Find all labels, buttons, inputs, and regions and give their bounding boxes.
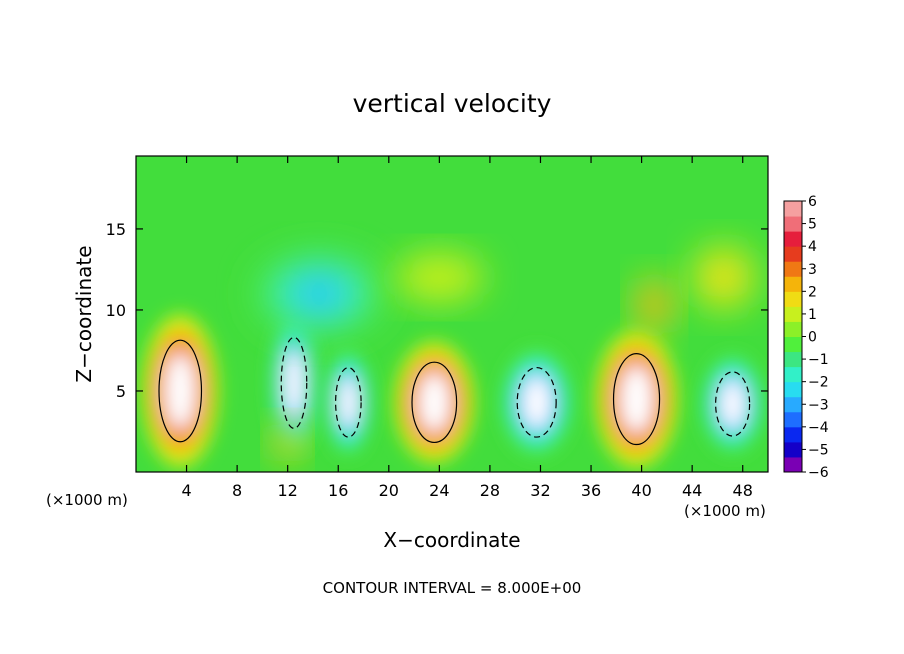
colorbar-tick-label-12: −6 (808, 465, 829, 481)
contour-0 (158, 339, 203, 443)
heatmap-cell-0 (142, 314, 219, 468)
heatmap-cell-10 (692, 245, 756, 310)
x-tick-label-8: 36 (581, 481, 601, 500)
colorbar-tick-label-7: −1 (808, 352, 829, 368)
colorbar-tick-label-5: 1 (808, 307, 817, 323)
colorbar-swatch-0 (784, 456, 802, 473)
colorbar-swatch-5 (784, 381, 802, 398)
colorbar-swatch-10 (784, 306, 802, 322)
colorbar-tick-label-0: 6 (808, 194, 817, 210)
x-tick-label-0: 4 (181, 481, 191, 500)
x-unit-right: (×1000 m) (684, 502, 766, 520)
x-tick-label-3: 16 (328, 481, 348, 500)
y-tick-label-0: 5 (116, 382, 126, 401)
contour-3 (411, 361, 458, 444)
colorbar-swatch-9 (784, 321, 802, 337)
heatmap-field (142, 245, 763, 468)
contour-6 (715, 371, 751, 437)
colorbar: 6 5 4 3 2 1 0 −1 −2 −3 −4 −5 −6 (783, 194, 829, 481)
colorbar-tick-label-3: 3 (808, 262, 817, 278)
heatmap-cell-9 (635, 276, 674, 334)
x-tick-label-4: 20 (379, 481, 399, 500)
colorbar-swatch-3 (784, 411, 802, 428)
x-axis-label: X−coordinate (383, 528, 520, 552)
y-axis-ticks: 5 10 15 (106, 220, 768, 401)
x-tick-label-5: 24 (429, 481, 449, 500)
contour-2 (335, 366, 362, 438)
chart-title: vertical velocity (353, 89, 552, 118)
colorbar-swatch-12 (784, 276, 802, 292)
x-tick-label-11: 48 (733, 481, 753, 500)
colorbar-swatch-4 (784, 396, 802, 413)
heatmap-cell-7 (256, 253, 383, 335)
colorbar-tick-label-6: 0 (808, 330, 817, 346)
colorbar-swatch-17 (784, 201, 802, 217)
heatmap-cell-3 (394, 341, 475, 464)
y-axis-label: Z−coordinate (72, 245, 96, 382)
colorbar-tick-label-1: 5 (808, 217, 817, 233)
heatmap-cell-1 (271, 314, 317, 452)
x-tick-label-2: 12 (278, 481, 298, 500)
colorbar-tick-label-2: 4 (808, 239, 817, 255)
colorbar-tick-label-9: −3 (808, 397, 829, 413)
x-tick-label-6: 28 (480, 481, 500, 500)
colorbar-swatch-2 (784, 426, 802, 443)
heatmap-cell-6 (702, 355, 763, 453)
x-unit-left: (×1000 m) (46, 491, 128, 509)
colorbar-swatch-16 (784, 216, 802, 232)
plot-frame (135, 155, 769, 473)
contour-1 (280, 336, 308, 429)
x-tick-label-10: 44 (682, 481, 702, 500)
contour-5 (612, 353, 661, 446)
x-axis-ticks: 4 8 12 16 20 24 28 32 36 40 44 48 (181, 156, 753, 500)
heatmap-cell-8 (272, 423, 303, 463)
heatmap-cell-11 (395, 253, 484, 302)
heatmap-cell-4 (501, 349, 572, 455)
colorbar-swatch-11 (784, 291, 802, 307)
colorbar-swatch-6 (784, 366, 802, 383)
colorbar-tick-label-4: 2 (808, 284, 817, 300)
colorbar-tick-label-10: −4 (808, 420, 829, 436)
colorbar-swatch-1 (784, 441, 802, 458)
colorbar-swatch-15 (784, 231, 802, 247)
contour-4 (516, 366, 557, 438)
heatmap-cell-5 (595, 330, 678, 468)
heatmap-cell-2 (325, 349, 372, 455)
colorbar-swatch-8 (784, 336, 802, 353)
y-tick-label-1: 10 (106, 301, 126, 320)
contour-interval-text: CONTOUR INTERVAL = 8.000E+00 (323, 579, 582, 597)
x-tick-label-9: 40 (631, 481, 651, 500)
colorbar-tick-label-11: −5 (808, 442, 829, 458)
x-tick-label-7: 32 (530, 481, 550, 500)
colorbar-swatch-7 (784, 351, 802, 368)
colorbar-tick-label-8: −2 (808, 375, 829, 391)
colorbar-swatch-13 (784, 261, 802, 277)
colorbar-swatch-14 (784, 246, 802, 262)
contour-lines (158, 336, 751, 446)
x-tick-label-1: 8 (232, 481, 242, 500)
y-tick-label-2: 15 (106, 220, 126, 239)
